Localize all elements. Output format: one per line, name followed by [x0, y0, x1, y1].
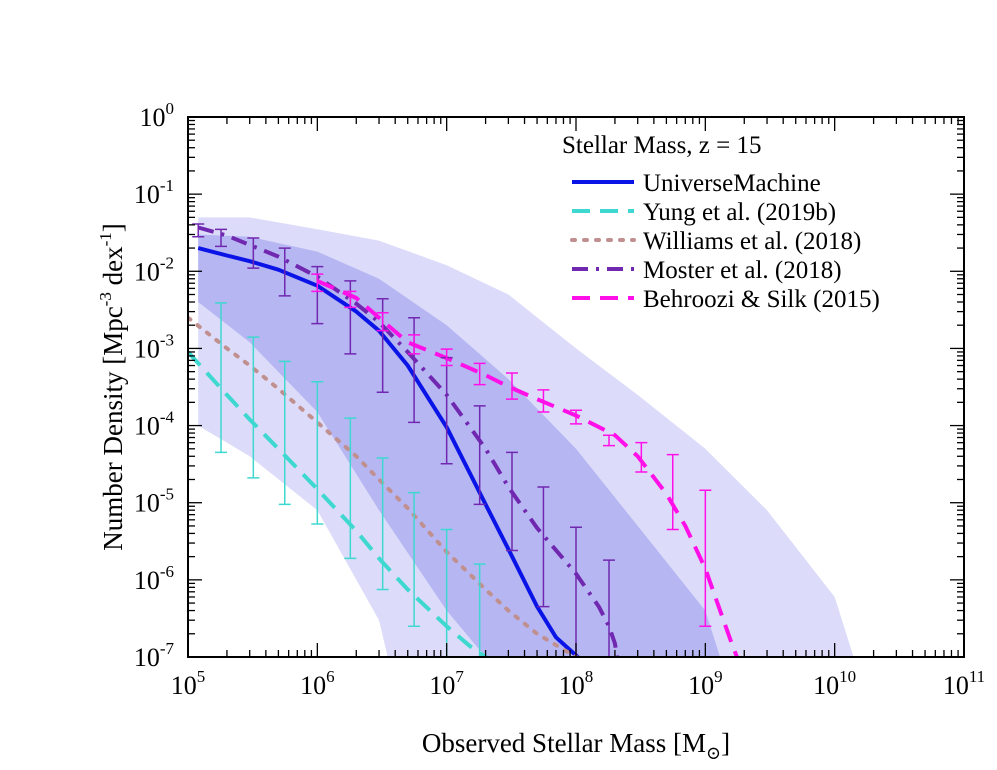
errorbar-point — [311, 273, 324, 293]
errorbar-point — [311, 380, 324, 525]
legend-item-moster-et-al-2018: Moster et al. (2018) — [572, 257, 842, 284]
shaded-bands — [198, 217, 854, 657]
x-tick-label: 109 — [688, 667, 723, 700]
errorbar-point — [473, 362, 486, 386]
legend-label: Behroozi & Silk (2015) — [643, 286, 880, 313]
errorbars-behroozi-silk-2015 — [311, 273, 712, 628]
x-axis-label: Observed Stellar Mass [M⊙] — [422, 728, 730, 763]
legend-title: Stellar Mass, z = 15 — [562, 132, 762, 159]
errorbar-point — [473, 563, 486, 657]
errorbar-point — [344, 417, 357, 560]
legend-item-yung-et-al-2019b: Yung et al. (2019b) — [572, 199, 836, 226]
errorbar-point — [376, 457, 389, 591]
x-tick-label: 107 — [429, 667, 464, 700]
legend-item-behroozi-silk-2015: Behroozi & Silk (2015) — [572, 286, 880, 313]
errorbar-point — [666, 453, 679, 531]
legend-label: Williams et al. (2018) — [643, 228, 861, 255]
y-tick-label: 10-4 — [134, 408, 175, 441]
y-tick-label: 10-5 — [134, 485, 174, 518]
errorbar-point — [505, 372, 518, 400]
y-tick-label: 100 — [140, 99, 175, 132]
y-tick-label: 10-1 — [134, 176, 174, 209]
y-tick-label: 10-2 — [134, 253, 174, 286]
errorbar-point — [278, 247, 291, 297]
errorbar-point — [603, 434, 616, 447]
errorbar-point — [603, 559, 616, 657]
shaded-band-2 — [198, 234, 721, 657]
x-tick-label: 1010 — [813, 667, 856, 700]
series-line-yung-et-al-2019b — [188, 350, 490, 657]
legend: Stellar Mass, z = 15 UniverseMachineYung… — [562, 132, 880, 313]
errorbar-point — [505, 451, 518, 552]
y-tick-label: 10-7 — [134, 639, 175, 672]
y-tick-label: 10-6 — [134, 562, 174, 595]
errorbar-point — [215, 302, 228, 454]
tick-labels: 105 106 107 108 109 1010 1011 10-7 10-6 10-5 10-4 1… — [134, 99, 985, 700]
errorbar-point — [247, 336, 260, 479]
errorbar-point — [473, 405, 486, 506]
errorbar-point — [215, 228, 228, 248]
errorbar-point — [192, 223, 205, 238]
x-tick-label: 108 — [559, 667, 594, 700]
legend-label: Moster et al. (2018) — [643, 257, 842, 284]
errorbar-point — [247, 237, 260, 269]
legend-item-williams-et-al-2018: Williams et al. (2018) — [570, 228, 861, 255]
y-axis-label: Number Density [Mpc-3 dex-1] — [96, 223, 128, 551]
errorbar-point — [699, 489, 712, 628]
errorbar-point — [278, 360, 291, 506]
legend-item-universemachine: UniverseMachine — [572, 170, 821, 197]
ticks — [187, 116, 965, 658]
errorbar-point — [408, 491, 421, 628]
errorbar-point — [376, 312, 389, 332]
x-tick-label: 106 — [300, 667, 335, 700]
errorbar-point — [570, 409, 582, 425]
legend-label: Yung et al. (2019b) — [643, 199, 836, 226]
errorbar-point — [635, 441, 648, 473]
errorbar-point — [440, 348, 453, 367]
x-tick-label: 105 — [171, 667, 206, 700]
errorbar-point — [408, 334, 421, 355]
errorbar-point — [537, 486, 550, 608]
errorbars-moster-et-al-2018 — [192, 223, 616, 657]
series-line-williams-et-al-2018 — [188, 315, 583, 657]
errorbar-point — [570, 526, 582, 657]
errorbar-point — [537, 389, 550, 413]
legend-label: UniverseMachine — [643, 170, 821, 197]
x-tick-label: 1011 — [943, 667, 985, 700]
errorbars — [192, 223, 712, 657]
errorbar-point — [440, 528, 453, 657]
y-tick-label: 10-3 — [134, 330, 174, 363]
series-line-universemachine — [197, 246, 581, 657]
errorbars-yung-et-al-2019b — [215, 302, 486, 657]
errorbar-point — [344, 290, 357, 309]
